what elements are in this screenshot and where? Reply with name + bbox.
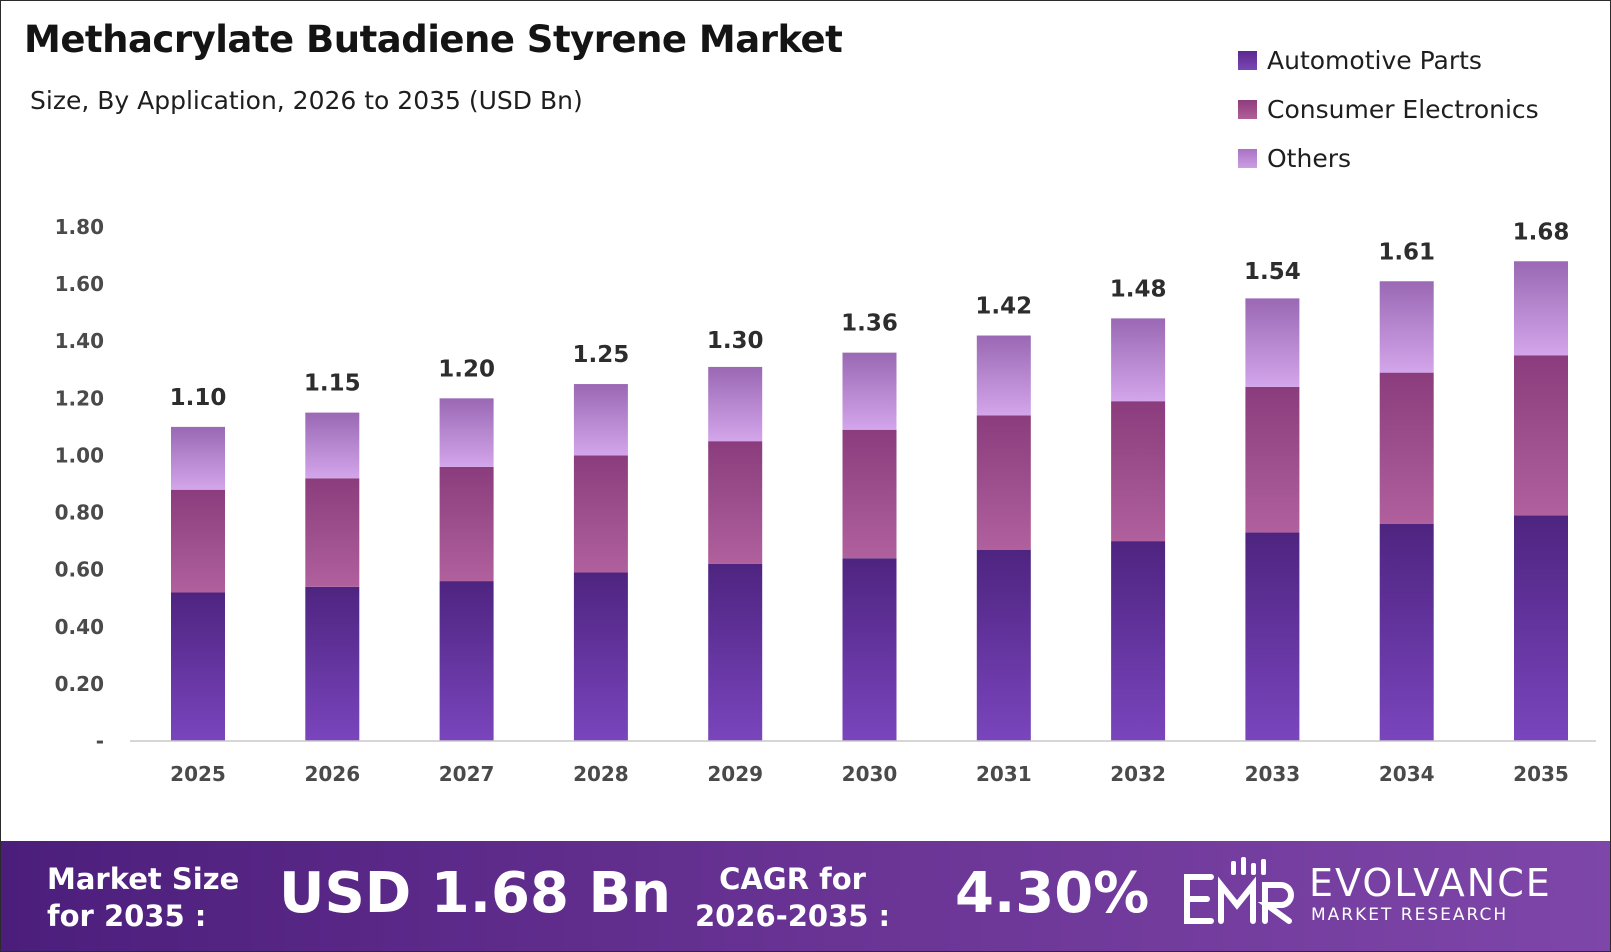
bar-others [1514, 261, 1568, 356]
bar-total-label: 1.20 [438, 356, 495, 382]
legend-swatch-consumer-electronics [1238, 100, 1257, 119]
x-tick-label: 2029 [707, 762, 763, 786]
bar-automotive-parts [1514, 515, 1568, 741]
bar-consumer-electronics [573, 455, 628, 573]
bar-automotive-parts [842, 558, 897, 741]
legend-swatch-automotive [1238, 51, 1257, 70]
legend-item-automotive: Automotive Parts [1238, 36, 1539, 85]
brand-name: EVOLVANCE [1309, 861, 1552, 905]
market-size-label: Market Size for 2035 : [47, 861, 239, 935]
bar-others [842, 352, 897, 430]
y-tick-label: 1.20 [55, 386, 104, 410]
bar-automotive-parts [171, 592, 225, 741]
y-tick-label: 0.60 [55, 558, 104, 582]
cagr-value: 4.30% [955, 861, 1150, 926]
x-tick-label: 2025 [170, 762, 226, 786]
y-tick-label: 1.40 [55, 329, 104, 353]
bar-total-label: 1.68 [1513, 219, 1570, 245]
bar-total-label: 1.36 [841, 311, 898, 337]
bar-total-label: 1.54 [1244, 259, 1301, 285]
cagr-label: CAGR for 2026-2035 : [695, 861, 890, 935]
bar-automotive-parts [573, 572, 628, 741]
legend-label: Others [1267, 144, 1352, 173]
x-tick-label: 2033 [1245, 762, 1301, 786]
x-tick-label: 2034 [1379, 762, 1435, 786]
cagr-label-line1: CAGR for [719, 862, 866, 896]
x-tick-label: 2032 [1110, 762, 1166, 786]
y-tick-label: 0.40 [55, 615, 104, 639]
legend: Automotive Parts Consumer Electronics Ot… [1238, 36, 1539, 183]
bar-total-label: 1.61 [1378, 239, 1435, 265]
bar-total-label: 1.25 [573, 342, 630, 368]
x-tick-label: 2030 [842, 762, 898, 786]
brand-subtitle: MARKET RESEARCH [1311, 905, 1509, 925]
bar-others [439, 398, 494, 467]
bar-total-label: 1.30 [707, 328, 764, 354]
bar-consumer-electronics [439, 466, 494, 582]
bar-total-label: 1.42 [975, 294, 1032, 320]
bar-consumer-electronics [305, 478, 360, 587]
bar-automotive-parts [1111, 541, 1166, 741]
bar-others [1111, 318, 1166, 402]
bar-others [171, 426, 225, 490]
x-tick-label: 2027 [439, 762, 495, 786]
bar-automotive-parts [1245, 532, 1300, 741]
y-tick-label: 1.00 [55, 443, 104, 467]
bar-consumer-electronics [842, 429, 897, 559]
bar-others [976, 335, 1031, 416]
y-tick-label: 0.80 [55, 501, 104, 525]
x-tick-label: 2026 [304, 762, 360, 786]
stacked-bar-chart: - 0.20 0.40 0.60 0.80 1.00 1.20 1.40 1.60 1.80 1.… [55, 215, 1596, 786]
emr-logo-icon [1184, 857, 1294, 924]
x-tick-label: 2031 [976, 762, 1032, 786]
bar-others [1245, 298, 1300, 387]
legend-swatch-others [1238, 149, 1257, 168]
bar-consumer-electronics [171, 489, 225, 593]
bar-others [573, 384, 628, 456]
x-tick-label: 2028 [573, 762, 629, 786]
bar-others [305, 412, 360, 479]
legend-item-consumer-electronics: Consumer Electronics [1238, 85, 1539, 134]
y-tick-label: 1.80 [55, 215, 104, 239]
x-tick-label: 2035 [1513, 762, 1569, 786]
chart-title: Methacrylate Butadiene Styrene Market [24, 18, 843, 61]
bar-automotive-parts [439, 581, 494, 741]
company-logo: EVOLVANCE MARKET RESEARCH [1181, 855, 1581, 935]
market-size-label-line2: for 2035 : [47, 899, 207, 933]
chart-subtitle: Size, By Application, 2026 to 2035 (USD … [30, 86, 583, 115]
legend-label: Consumer Electronics [1267, 95, 1539, 124]
bar-others [708, 366, 763, 442]
legend-item-others: Others [1238, 134, 1539, 183]
cagr-label-line2: 2026-2035 : [695, 899, 891, 933]
bar-automotive-parts [976, 549, 1031, 741]
bar-consumer-electronics [1379, 372, 1434, 524]
bar-consumer-electronics [1514, 355, 1568, 516]
bar-total-label: 1.10 [170, 385, 227, 411]
footer-banner: Market Size for 2035 : USD 1.68 Bn CAGR … [1, 841, 1610, 951]
bar-consumer-electronics [1245, 386, 1300, 533]
legend-label: Automotive Parts [1267, 46, 1482, 75]
bar-total-label: 1.48 [1110, 276, 1167, 302]
y-tick-label: 1.60 [55, 272, 104, 296]
bar-consumer-electronics [708, 441, 763, 564]
market-size-value: USD 1.68 Bn [279, 861, 671, 926]
bar-others [1379, 281, 1434, 373]
bar-automotive-parts [1379, 523, 1434, 741]
bar-consumer-electronics [1111, 401, 1166, 542]
bar-automotive-parts [305, 586, 360, 741]
y-tick-label: 0.20 [55, 672, 104, 696]
bar-total-label: 1.15 [304, 371, 361, 397]
bar-automotive-parts [708, 563, 763, 741]
y-tick-label: - [96, 729, 104, 753]
market-size-label-line1: Market Size [47, 862, 240, 896]
bar-consumer-electronics [976, 415, 1031, 550]
